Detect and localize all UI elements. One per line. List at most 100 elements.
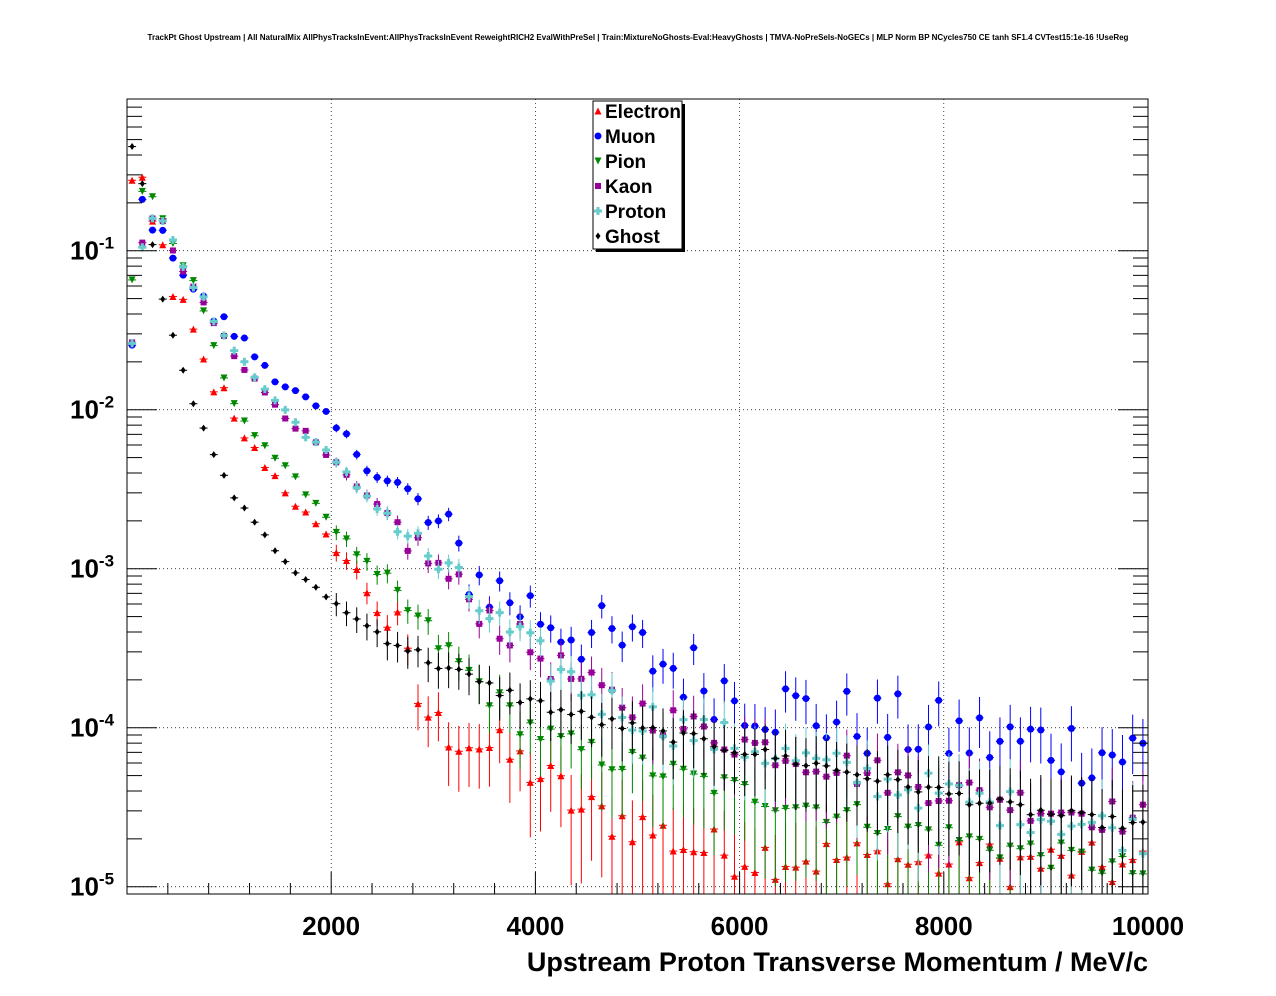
muon-point: [138, 195, 146, 203]
ghost-point: [1140, 818, 1146, 826]
muon-point: [1098, 749, 1106, 757]
pion-point: [414, 612, 422, 620]
legend-label-proton: Proton: [605, 202, 666, 223]
ghost-point: [956, 789, 962, 797]
ghost-point: [680, 729, 686, 737]
muon-point: [424, 518, 432, 526]
ghost-point: [201, 424, 207, 432]
muon-point: [240, 334, 248, 342]
ghost-point: [231, 494, 237, 502]
plot-title: TrackPt Ghost Upstream | All NaturalMix …: [147, 33, 1129, 42]
electron-point: [179, 295, 187, 303]
electron-point: [730, 872, 738, 880]
muon-point: [679, 693, 687, 701]
electron-point: [485, 744, 493, 752]
proton-point: [587, 690, 596, 699]
pion-point: [424, 617, 432, 625]
electron-point: [322, 530, 330, 538]
proton-point: [413, 529, 422, 538]
pion-point: [618, 765, 626, 773]
electron-point: [128, 176, 136, 184]
proton-point: [424, 552, 433, 561]
muon-point: [628, 623, 636, 631]
muon-point: [404, 485, 412, 493]
muon-point: [383, 477, 391, 485]
proton-point: [128, 339, 137, 348]
x-tick-label: 6000: [711, 911, 769, 941]
muon-point: [730, 697, 738, 705]
y-tick-base: 10: [70, 236, 99, 266]
pion-point: [271, 454, 279, 462]
ghost-point: [1119, 824, 1125, 832]
electron-point: [169, 292, 177, 300]
muon-point: [935, 696, 943, 704]
proton-point: [373, 505, 382, 514]
pion-point: [485, 702, 493, 710]
pion-point: [322, 513, 330, 521]
ghost-point: [139, 180, 145, 188]
electron-point: [230, 414, 238, 422]
muon-point: [159, 226, 167, 234]
ghost-point: [905, 783, 911, 791]
ghost-point: [395, 642, 401, 650]
muon-point: [1027, 725, 1035, 733]
kaon-point: [496, 635, 503, 642]
proton-point: [219, 331, 228, 340]
ghost-point: [241, 504, 247, 512]
kaon-point: [394, 519, 401, 526]
muon-point: [1118, 758, 1126, 766]
pion-point: [394, 586, 402, 594]
electron-point: [557, 772, 565, 780]
ghost-point: [466, 670, 472, 678]
muon-point: [996, 737, 1004, 745]
muon-point: [434, 517, 442, 525]
muon-point: [291, 387, 299, 395]
ghost-point: [568, 711, 574, 719]
pion-point: [189, 277, 197, 285]
pion-point: [128, 276, 136, 284]
ghost-point: [854, 771, 860, 779]
pion-point: [312, 499, 320, 507]
ghost-point: [1007, 798, 1013, 806]
proton-point: [434, 565, 443, 574]
electron-point: [373, 609, 381, 617]
kaon-point: [404, 547, 411, 554]
muon-point: [914, 745, 922, 753]
pion-point: [281, 462, 289, 470]
kaon-point: [323, 451, 330, 458]
kaon-point: [200, 299, 207, 306]
electron-point: [465, 744, 473, 752]
electron-point: [526, 778, 534, 786]
pion-point: [230, 400, 238, 408]
ghost-point: [476, 678, 482, 686]
proton-point: [720, 718, 729, 727]
ghost-point: [221, 471, 227, 479]
kaon-point: [445, 575, 452, 582]
muon-point: [251, 353, 259, 361]
kaon-point: [282, 415, 289, 422]
ghost-point: [160, 295, 166, 303]
kaon-point: [169, 247, 176, 254]
muon-point: [281, 383, 289, 391]
proton-point: [301, 433, 310, 442]
muon-point: [924, 723, 932, 731]
pion-point: [404, 607, 412, 615]
ghost-point: [629, 719, 635, 727]
ghost-point: [364, 622, 370, 630]
ghost-point: [313, 583, 319, 591]
muon-point: [1057, 768, 1065, 776]
electron-point: [690, 848, 698, 856]
electron-point: [628, 838, 636, 846]
muon-point: [986, 754, 994, 762]
y-tick-label: 10-3: [70, 552, 114, 584]
proton-point: [291, 418, 300, 427]
proton-point: [536, 636, 545, 645]
electron-point: [353, 566, 361, 574]
electron-point: [751, 868, 759, 876]
muon-point: [322, 407, 330, 415]
proton-point: [260, 385, 269, 394]
ghost-point: [425, 659, 431, 667]
pion-point: [251, 432, 259, 440]
ghost-point: [670, 738, 676, 746]
